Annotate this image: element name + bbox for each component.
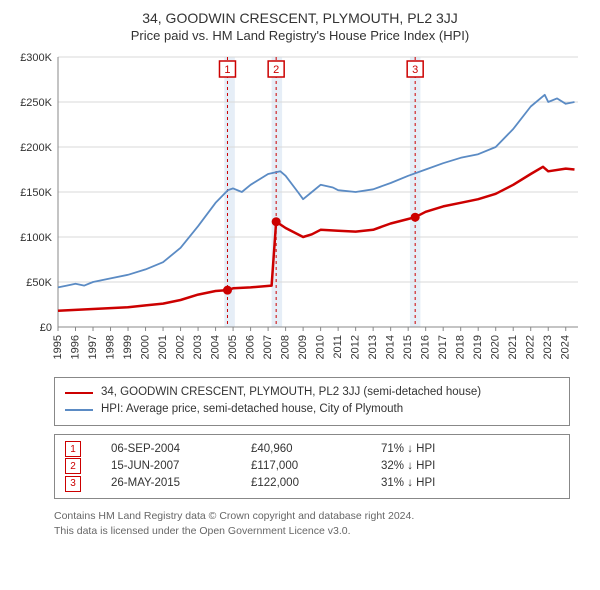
svg-text:2010: 2010	[315, 335, 327, 359]
svg-text:2012: 2012	[350, 335, 362, 359]
event-row: 3 26-MAY-2015£122,00031% ↓ HPI	[65, 475, 559, 492]
svg-text:2021: 2021	[507, 335, 519, 359]
legend-row-price-paid: 34, GOODWIN CRESCENT, PLYMOUTH, PL2 3JJ …	[65, 384, 559, 401]
svg-text:2020: 2020	[490, 335, 502, 359]
svg-text:1996: 1996	[69, 335, 81, 359]
event-date: 15-JUN-2007	[111, 458, 251, 475]
svg-text:2000: 2000	[139, 335, 151, 359]
svg-text:2017: 2017	[437, 335, 449, 359]
legend-swatch-red	[65, 392, 93, 394]
svg-text:1: 1	[224, 64, 230, 76]
event-delta: 31% ↓ HPI	[381, 475, 435, 492]
svg-text:2019: 2019	[472, 335, 484, 359]
footer-attribution: Contains HM Land Registry data © Crown c…	[54, 509, 570, 538]
event-marker: 2	[65, 458, 81, 474]
svg-text:£100K: £100K	[20, 232, 52, 244]
svg-text:£150K: £150K	[20, 187, 52, 199]
event-delta: 71% ↓ HPI	[381, 441, 435, 458]
event-date: 26-MAY-2015	[111, 475, 251, 492]
chart-container: £0 £50K £100K £150K £200K £250K £300K 1995 1996 1…	[10, 49, 590, 369]
svg-text:2022: 2022	[525, 335, 537, 359]
event-price: £40,960	[251, 441, 381, 458]
svg-text:£300K: £300K	[20, 52, 52, 64]
svg-text:2018: 2018	[455, 335, 467, 359]
legend-label-hpi: HPI: Average price, semi-detached house,…	[101, 401, 403, 418]
legend-row-hpi: HPI: Average price, semi-detached house,…	[65, 401, 559, 418]
svg-text:2004: 2004	[209, 335, 221, 359]
svg-text:2024: 2024	[560, 335, 572, 359]
title-line1: 34, GOODWIN CRESCENT, PLYMOUTH, PL2 3JJ	[10, 10, 590, 26]
svg-text:3: 3	[412, 64, 418, 76]
svg-text:2002: 2002	[174, 335, 186, 359]
footer-line2: This data is licensed under the Open Gov…	[54, 524, 570, 539]
price-chart: £0 £50K £100K £150K £200K £250K £300K 1995 1996 1…	[10, 49, 590, 369]
event-row: 2 15-JUN-2007£117,00032% ↓ HPI	[65, 458, 559, 475]
svg-text:2007: 2007	[262, 335, 274, 359]
svg-text:2: 2	[273, 64, 279, 76]
svg-text:2001: 2001	[157, 335, 169, 359]
legend: 34, GOODWIN CRESCENT, PLYMOUTH, PL2 3JJ …	[54, 377, 570, 426]
event-date: 06-SEP-2004	[111, 441, 251, 458]
svg-text:2011: 2011	[332, 335, 344, 359]
legend-label-price-paid: 34, GOODWIN CRESCENT, PLYMOUTH, PL2 3JJ …	[101, 384, 481, 401]
svg-text:2006: 2006	[244, 335, 256, 359]
svg-text:1999: 1999	[122, 335, 134, 359]
svg-text:2016: 2016	[420, 335, 432, 359]
svg-text:2015: 2015	[402, 335, 414, 359]
svg-text:2008: 2008	[280, 335, 292, 359]
event-row: 1 06-SEP-2004£40,96071% ↓ HPI	[65, 441, 559, 458]
svg-text:1997: 1997	[87, 335, 99, 359]
chart-title-block: 34, GOODWIN CRESCENT, PLYMOUTH, PL2 3JJ …	[10, 10, 590, 43]
svg-text:£250K: £250K	[20, 97, 52, 109]
event-marker: 1	[65, 441, 81, 457]
legend-swatch-blue	[65, 409, 93, 411]
footer-line1: Contains HM Land Registry data © Crown c…	[54, 509, 570, 524]
event-price: £122,000	[251, 475, 381, 492]
svg-text:£50K: £50K	[26, 277, 52, 289]
event-delta: 32% ↓ HPI	[381, 458, 435, 475]
event-marker: 3	[65, 476, 81, 492]
svg-text:1995: 1995	[52, 335, 64, 359]
event-price: £117,000	[251, 458, 381, 475]
events-table: 1 06-SEP-2004£40,96071% ↓ HPI 2 15-JUN-2007…	[54, 434, 570, 500]
svg-text:£200K: £200K	[20, 142, 52, 154]
svg-text:2023: 2023	[542, 335, 554, 359]
title-line2: Price paid vs. HM Land Registry's House …	[10, 28, 590, 43]
svg-text:2009: 2009	[297, 335, 309, 359]
svg-text:2014: 2014	[385, 335, 397, 359]
svg-text:2013: 2013	[367, 335, 379, 359]
svg-text:£0: £0	[40, 322, 52, 334]
svg-text:2005: 2005	[227, 335, 239, 359]
svg-text:1998: 1998	[104, 335, 116, 359]
svg-text:2003: 2003	[192, 335, 204, 359]
